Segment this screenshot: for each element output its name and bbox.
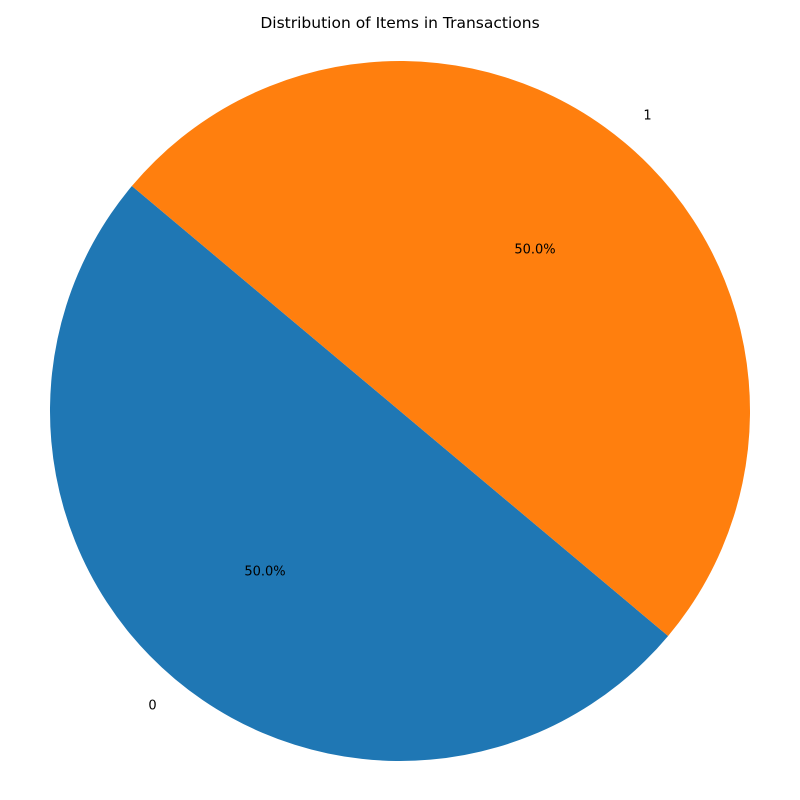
pie-category-label: 0	[148, 698, 156, 713]
pie-labels: 0 50.0% 1 50.0%	[148, 109, 651, 714]
chart-title: Distribution of Items in Transactions	[260, 14, 540, 32]
pie-percent-label: 50.0%	[244, 564, 285, 579]
pie-slice-1	[131, 60, 751, 636]
pie-category-label: 1	[643, 109, 651, 124]
pie-slice-0	[49, 186, 669, 762]
pie-percent-label: 50.0%	[514, 243, 555, 258]
pie-slices	[49, 60, 751, 762]
